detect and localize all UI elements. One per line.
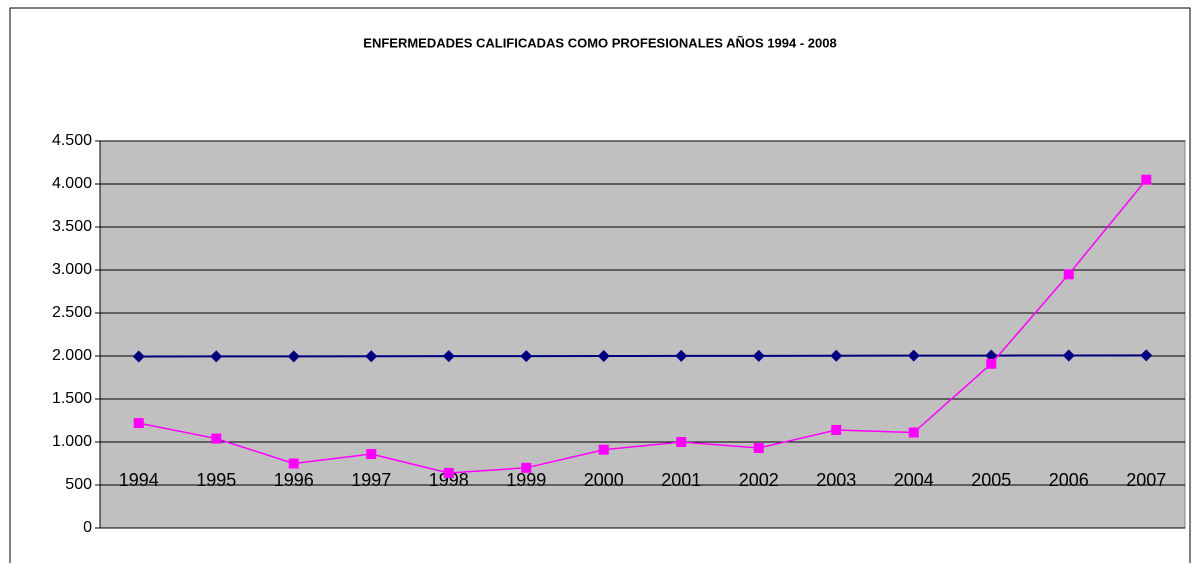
x-tick-label: 1996 [274,470,314,490]
chart-title: ENFERMEDADES CALIFICADAS COMO PROFESIONA… [363,35,836,50]
marker [1062,349,1075,362]
marker [830,349,843,362]
y-tick-label: 1.000 [52,433,92,450]
series-line [138,179,1147,474]
x-tick-label: 2002 [739,470,779,490]
x-tick-label: 1999 [506,470,546,490]
plot-area [99,140,1186,529]
marker [287,350,300,363]
marker [831,424,842,435]
marker [442,350,455,363]
marker [675,349,688,362]
x-tick-label: 1994 [119,470,159,490]
y-tick-label: 3.000 [52,261,92,278]
marker [443,467,454,478]
x-tick-label: 2003 [816,470,856,490]
x-tick-label: 2007 [1126,470,1166,490]
y-tick-label: 2.500 [52,304,92,321]
y-tick-label: 1.500 [52,390,92,407]
marker [597,350,610,362]
marker [752,349,765,362]
x-tick-label: 2000 [584,470,624,490]
marker [520,350,533,363]
x-tick-label: 2001 [661,470,701,490]
marker [676,437,687,447]
marker [366,449,377,460]
y-tick-label: 3.500 [52,218,92,235]
marker [521,462,532,473]
x-tick-label: 2006 [1049,470,1089,490]
marker [288,458,299,469]
marker [1141,174,1152,185]
marker [753,443,764,454]
y-tick-label: 2.000 [52,347,92,364]
marker [907,349,920,362]
marker [211,433,222,444]
y-tick-label: 4.000 [52,175,92,192]
x-tick-label: 2005 [971,470,1011,490]
marker [210,350,223,363]
marker [1140,349,1153,362]
y-tick-label: 0 [83,519,92,536]
marker [133,418,144,429]
marker [598,444,609,455]
marker [908,427,919,438]
x-tick-label: 1995 [196,470,236,490]
x-tick-label: 1998 [429,470,469,490]
marker [985,349,998,362]
y-tick-label: 4.500 [52,132,92,149]
x-tick-label: 2004 [894,470,934,490]
marker [1063,269,1074,280]
x-tick-label: 1997 [351,470,391,490]
series-line [138,354,1147,358]
y-tick-label: 500 [65,476,92,493]
marker [365,350,378,363]
marker [132,350,145,363]
marker [986,358,997,369]
